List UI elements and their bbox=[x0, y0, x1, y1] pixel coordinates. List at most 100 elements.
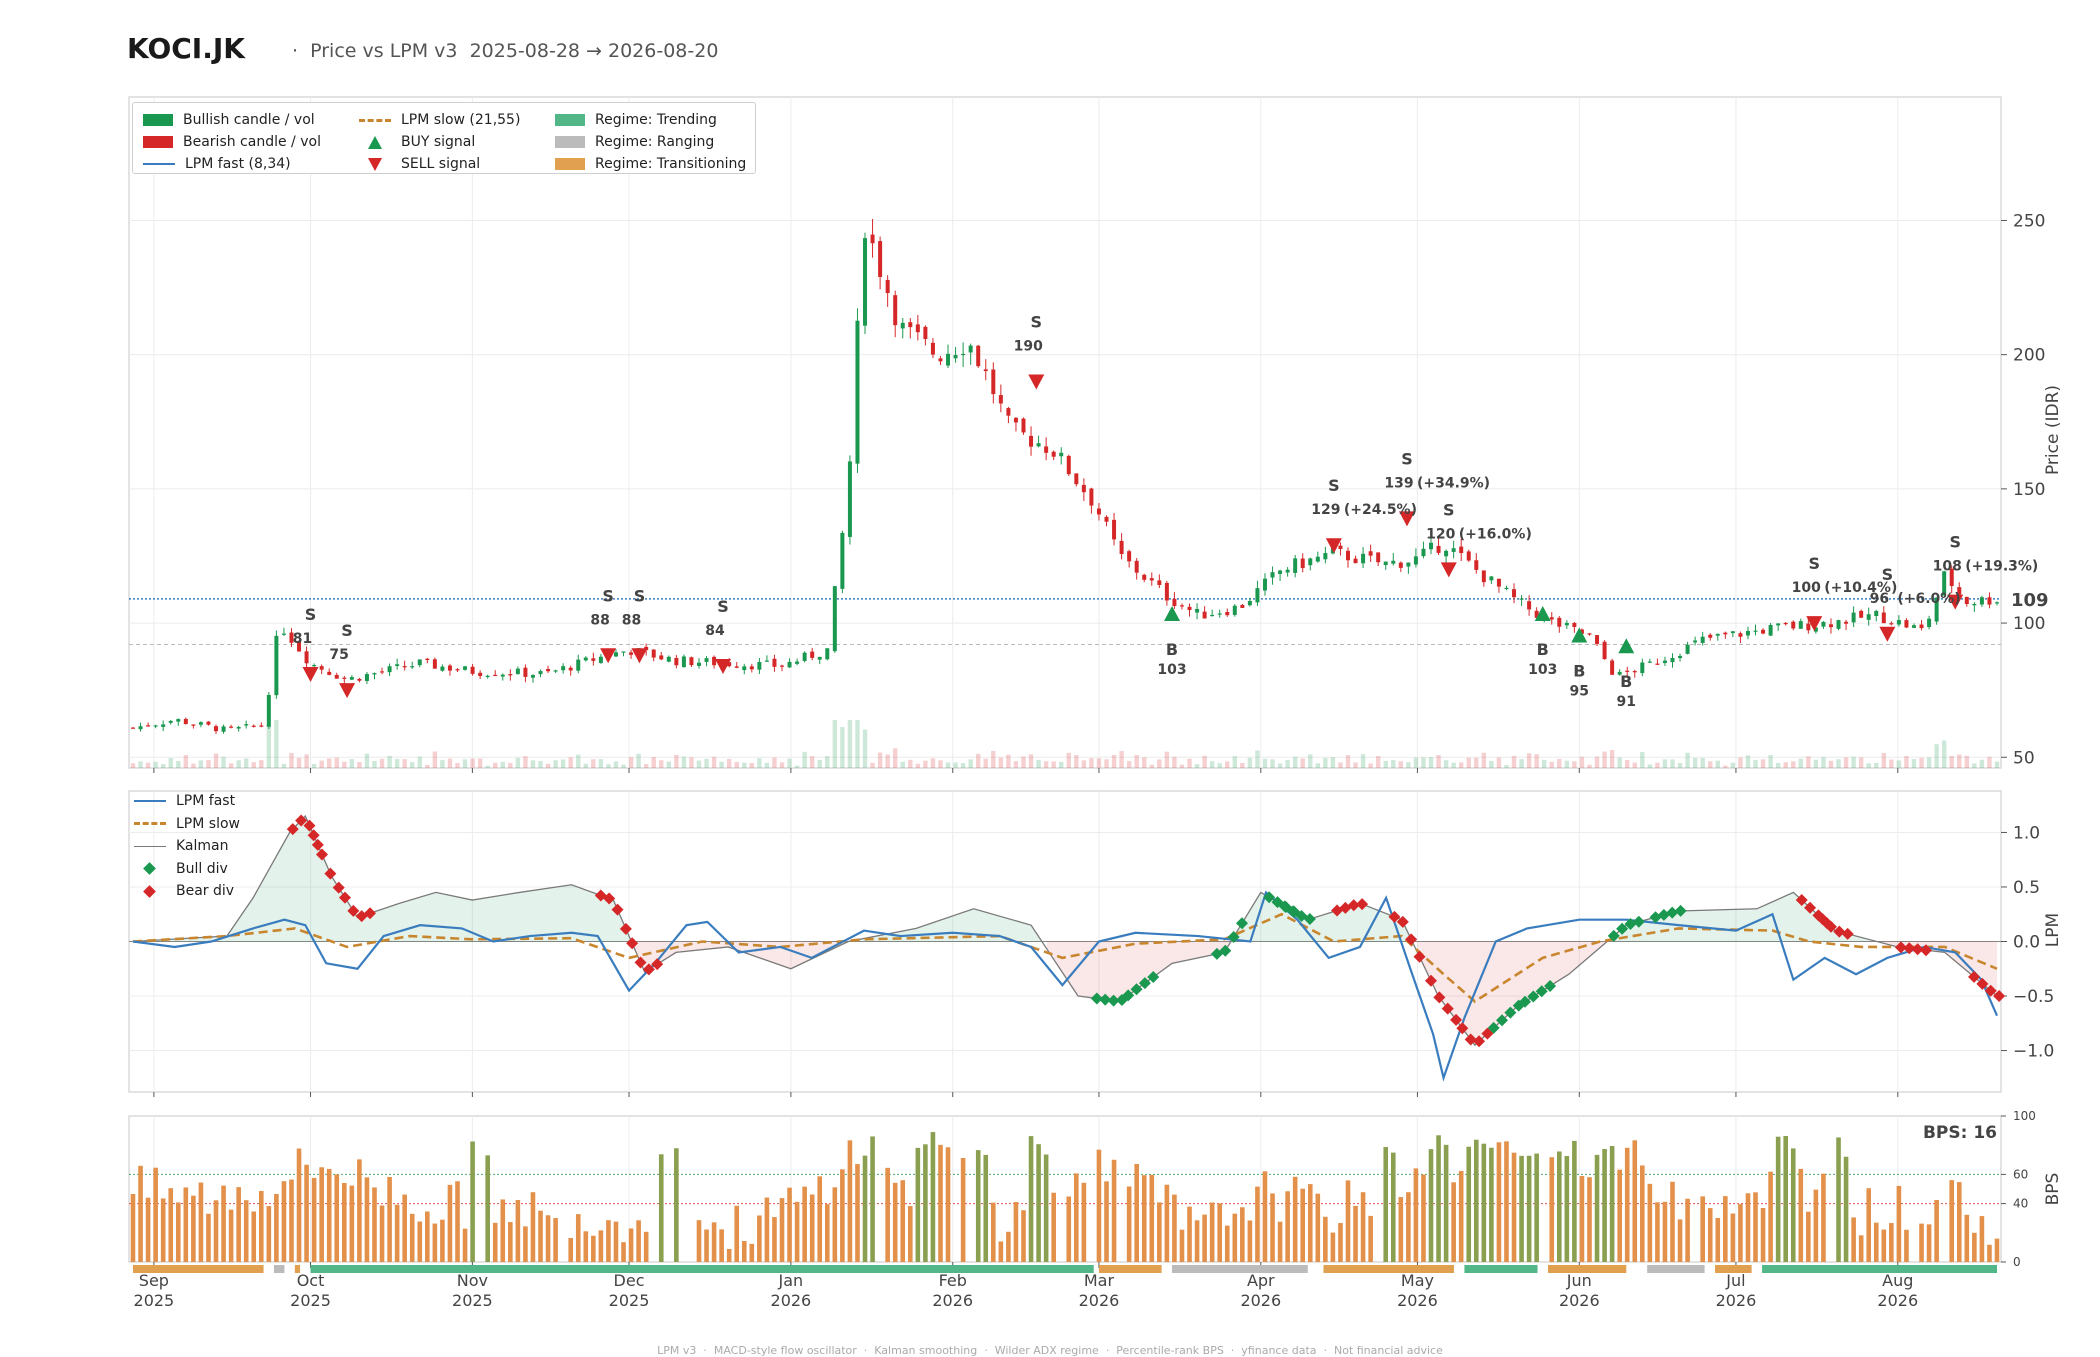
candle-bear bbox=[1595, 635, 1600, 644]
volume-bar bbox=[1391, 760, 1396, 768]
candle-bear bbox=[1738, 633, 1743, 637]
candle-bull bbox=[1293, 558, 1298, 573]
candle-bull bbox=[795, 661, 800, 664]
candle-bull bbox=[1851, 612, 1856, 623]
candle-bull bbox=[364, 674, 369, 682]
sell-signal-marker bbox=[600, 648, 617, 664]
bps-bar bbox=[1934, 1200, 1939, 1262]
sell-signal-marker bbox=[1440, 562, 1457, 578]
bps-bar bbox=[304, 1164, 309, 1262]
candle-bull bbox=[500, 674, 505, 677]
buy-signal-price: 103 bbox=[1528, 662, 1557, 678]
bear-div-marker bbox=[1405, 933, 1418, 946]
candle-bear bbox=[712, 656, 717, 666]
kalman-positive-fill bbox=[848, 908, 1042, 942]
volume-bar bbox=[1791, 761, 1796, 768]
bps-bar bbox=[1277, 1221, 1283, 1262]
volume-bar bbox=[900, 761, 905, 768]
bps-bar bbox=[749, 1243, 755, 1262]
candle-bull bbox=[236, 726, 241, 729]
bps-bar bbox=[923, 1144, 928, 1262]
volume-bar bbox=[1579, 756, 1585, 768]
bps-bar bbox=[1700, 1196, 1705, 1262]
bps-bar bbox=[628, 1228, 634, 1262]
legend-label: Regime: Ranging bbox=[595, 134, 715, 150]
candle-bull bbox=[598, 656, 603, 663]
candle-bear bbox=[1157, 580, 1162, 585]
chart-subtitle: · Price vs LPM v3 2025-08-28 → 2026-08-2… bbox=[292, 40, 719, 62]
kalman-positive-fill bbox=[133, 816, 630, 942]
bps-bar bbox=[983, 1154, 989, 1262]
volume-bar bbox=[1972, 763, 1977, 768]
bps-bar bbox=[1587, 1177, 1592, 1262]
volume-bar bbox=[877, 752, 883, 768]
volume-bar bbox=[832, 720, 838, 768]
bps-bar bbox=[1647, 1183, 1653, 1262]
bps-bar bbox=[1987, 1244, 1992, 1262]
legend-label: SELL signal bbox=[401, 156, 481, 172]
volume-bar bbox=[764, 762, 770, 768]
bps-bar bbox=[907, 1206, 913, 1262]
sell-signal-price: 100 bbox=[1792, 580, 1821, 596]
candle-bear bbox=[1791, 621, 1796, 629]
volume-bar bbox=[1874, 763, 1879, 768]
legend-label: LPM fast bbox=[176, 793, 236, 810]
x-tick-label-month: Nov bbox=[457, 1271, 488, 1290]
volume-bar bbox=[560, 759, 566, 768]
bear-div-marker bbox=[316, 848, 329, 861]
volume-bar bbox=[1406, 762, 1411, 768]
bull-div-marker bbox=[1674, 904, 1687, 917]
volume-bar bbox=[145, 762, 151, 768]
volume-bar bbox=[893, 748, 898, 768]
volume-bar bbox=[485, 765, 490, 768]
candle-bull bbox=[704, 658, 709, 662]
candle-bull bbox=[1383, 561, 1388, 566]
candle-bear bbox=[1806, 623, 1811, 631]
buy-signal-letter: B bbox=[1620, 672, 1632, 691]
candle-bull bbox=[244, 724, 249, 726]
candle-bear bbox=[1338, 545, 1343, 549]
volume-bar bbox=[802, 751, 807, 768]
sell-signal-price: 88 bbox=[590, 612, 609, 628]
volume-bar bbox=[576, 754, 581, 768]
candle-bear bbox=[1632, 671, 1637, 673]
candle-bear bbox=[1300, 558, 1305, 569]
bps-bar bbox=[258, 1190, 264, 1262]
bps-bar bbox=[1338, 1223, 1343, 1262]
volume-bar bbox=[870, 762, 875, 768]
bear-div-marker bbox=[1816, 913, 1829, 926]
volume-bar bbox=[1504, 765, 1509, 768]
candle-bear bbox=[1587, 633, 1592, 635]
sell-signal-letter: S bbox=[1401, 449, 1413, 468]
bear-div-marker bbox=[1433, 991, 1446, 1004]
volume-bar bbox=[1451, 762, 1456, 768]
bps-bar bbox=[1315, 1193, 1321, 1262]
regime-strip-transitioning bbox=[1323, 1265, 1454, 1273]
volume-bar bbox=[1021, 756, 1026, 768]
candle-bull bbox=[1489, 576, 1494, 581]
candle-bear bbox=[1655, 663, 1660, 665]
candle-bull bbox=[410, 666, 415, 668]
bps-bar bbox=[1074, 1173, 1079, 1262]
volume-bar bbox=[1557, 758, 1562, 768]
candle-bull bbox=[1836, 620, 1841, 629]
candle-bear bbox=[251, 725, 256, 727]
volume-bar bbox=[1043, 761, 1049, 768]
candle-bull bbox=[1685, 644, 1690, 654]
candle-bull bbox=[530, 675, 535, 678]
candle-bull bbox=[855, 320, 860, 464]
volume-bar bbox=[379, 758, 385, 768]
candle-bear bbox=[1089, 488, 1094, 506]
candle-bull bbox=[561, 666, 566, 671]
candle-bull bbox=[1361, 553, 1366, 564]
candle-bull bbox=[1979, 597, 1984, 605]
candle-bear bbox=[1172, 598, 1177, 607]
bps-bar bbox=[1489, 1147, 1494, 1262]
buy-signal-marker bbox=[1571, 627, 1588, 643]
bps-bar bbox=[500, 1199, 506, 1262]
volume-bar bbox=[1572, 761, 1577, 768]
bps-bar bbox=[1428, 1149, 1434, 1262]
volume-bar bbox=[191, 763, 196, 768]
volume-bar bbox=[130, 763, 136, 768]
volume-bar bbox=[221, 756, 226, 768]
